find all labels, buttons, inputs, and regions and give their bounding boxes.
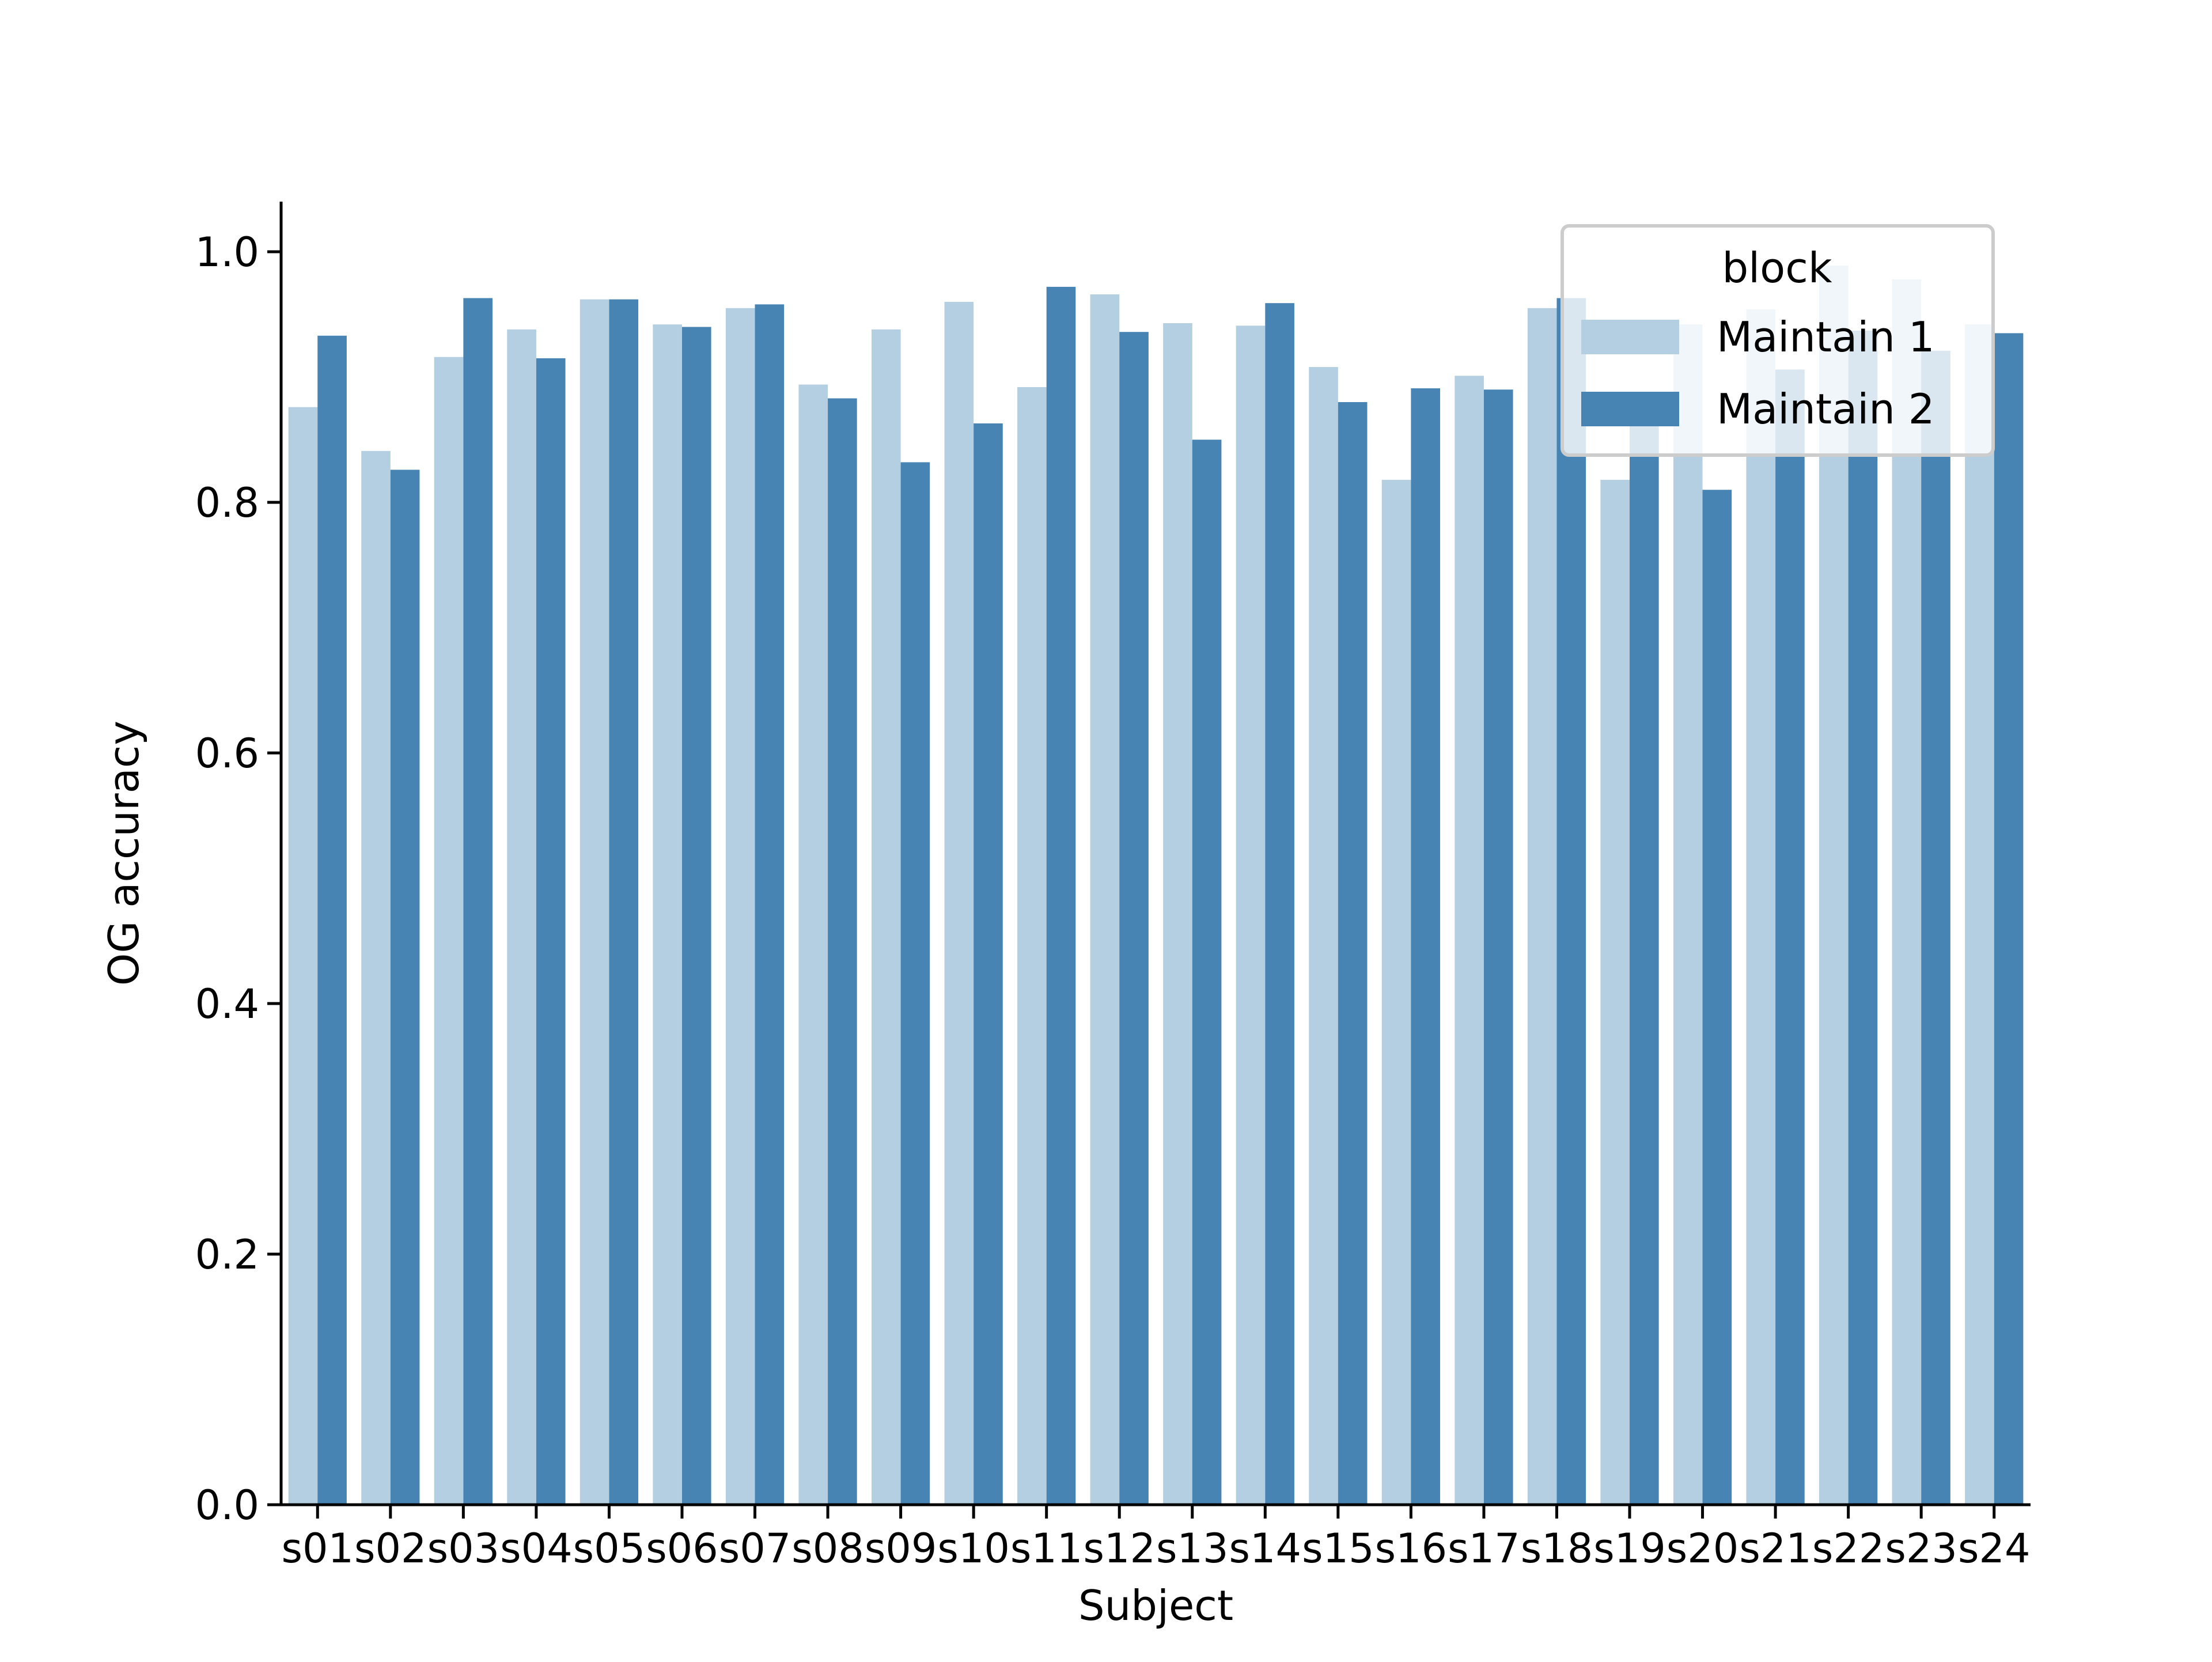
legend-label: Maintain 2 [1717, 385, 1935, 433]
bar-s08-maintain-1 [798, 384, 828, 1505]
bar-s15-maintain-1 [1309, 367, 1338, 1505]
bar-s22-maintain-2 [1848, 331, 1878, 1505]
y-tick-label: 0.4 [195, 980, 259, 1028]
bar-s18-maintain-2 [1556, 298, 1586, 1505]
bar-s23-maintain-1 [1892, 279, 1922, 1505]
x-tick-label: s21 [1739, 1525, 1812, 1572]
bar-s12-maintain-2 [1119, 332, 1149, 1505]
x-tick-label: s05 [573, 1525, 646, 1572]
x-tick-label: s01 [281, 1525, 354, 1572]
y-tick-label: 0.2 [195, 1231, 259, 1278]
y-tick-label: 1.0 [195, 229, 259, 276]
bar-s21-maintain-2 [1775, 369, 1805, 1505]
bar-s14-maintain-1 [1236, 325, 1266, 1505]
x-tick-label: s03 [427, 1525, 500, 1572]
x-tick-label: s02 [354, 1525, 427, 1572]
y-tick-label: 0.8 [195, 479, 259, 527]
x-tick-label: s14 [1229, 1525, 1302, 1572]
bar-s19-maintain-2 [1630, 398, 1659, 1505]
legend: block Maintain 1 Maintain 2 [1560, 224, 1995, 457]
bar-s21-maintain-1 [1746, 309, 1776, 1505]
x-tick-label: s18 [1521, 1525, 1593, 1572]
x-tick-label: s11 [1010, 1525, 1083, 1572]
bars-layer [288, 265, 2024, 1505]
bar-s04-maintain-2 [536, 358, 566, 1505]
y-axis-title: OG accuracy [100, 721, 148, 986]
bar-s02-maintain-2 [390, 470, 420, 1505]
bar-s04-maintain-1 [507, 329, 536, 1505]
bar-s22-maintain-1 [1819, 265, 1849, 1505]
bar-s03-maintain-1 [434, 357, 464, 1505]
x-tick-label: s10 [937, 1525, 1010, 1572]
bar-s20-maintain-1 [1673, 324, 1703, 1505]
bar-s13-maintain-1 [1163, 323, 1192, 1505]
bar-s02-maintain-1 [361, 450, 391, 1505]
legend-label: Maintain 1 [1717, 313, 1935, 361]
bar-s16-maintain-1 [1381, 479, 1411, 1505]
bar-s09-maintain-1 [871, 329, 901, 1505]
bar-s16-maintain-2 [1411, 388, 1441, 1505]
bar-s15-maintain-2 [1338, 402, 1368, 1505]
x-axis-title: Subject [1078, 1581, 1233, 1630]
bar-s05-maintain-2 [609, 299, 639, 1505]
x-tick-label: s16 [1375, 1525, 1448, 1572]
bar-s05-maintain-1 [579, 299, 609, 1505]
x-tick-label: s06 [646, 1525, 718, 1572]
x-tick-label: s15 [1302, 1525, 1374, 1572]
legend-title: block [1722, 244, 1832, 292]
y-tick-label: 0.6 [195, 730, 259, 777]
bar-s11-maintain-1 [1017, 387, 1047, 1505]
bar-s24-maintain-2 [1994, 333, 2024, 1505]
x-tick-label: s24 [1958, 1525, 2031, 1572]
bar-s18-maintain-1 [1527, 308, 1557, 1505]
bar-s07-maintain-2 [755, 304, 785, 1505]
bar-s01-maintain-2 [317, 335, 347, 1505]
bar-s13-maintain-2 [1192, 440, 1222, 1505]
bar-s09-maintain-2 [900, 462, 930, 1505]
x-tick-label: s04 [500, 1525, 573, 1572]
x-tick-label: s19 [1593, 1525, 1666, 1572]
bar-s12-maintain-1 [1090, 294, 1120, 1505]
bar-s14-maintain-2 [1265, 303, 1294, 1505]
y-tick-label: 0.0 [195, 1482, 259, 1529]
bar-s07-maintain-1 [725, 308, 755, 1505]
legend-swatch [1581, 320, 1679, 354]
bar-s23-maintain-2 [1921, 350, 1950, 1505]
legend-items: Maintain 1 Maintain 2 [1581, 313, 1935, 433]
legend-swatch [1581, 392, 1679, 426]
bar-s19-maintain-1 [1600, 479, 1630, 1505]
bar-s17-maintain-1 [1455, 376, 1484, 1505]
bar-s06-maintain-1 [653, 324, 682, 1505]
x-tick-label: s12 [1083, 1525, 1156, 1572]
bar-s17-maintain-2 [1483, 389, 1513, 1505]
x-tick-label: s09 [865, 1525, 937, 1572]
bar-s10-maintain-1 [944, 302, 974, 1505]
x-tick-label: s22 [1812, 1525, 1885, 1572]
bar-s01-maintain-1 [288, 407, 318, 1505]
bar-s24-maintain-1 [1965, 324, 1994, 1505]
bar-s10-maintain-2 [974, 423, 1003, 1505]
x-tick-label: s13 [1156, 1525, 1229, 1572]
bar-s03-maintain-2 [463, 298, 493, 1505]
x-tick-label: s07 [719, 1525, 791, 1572]
bar-s08-maintain-2 [828, 398, 857, 1505]
x-tick-label: s23 [1885, 1525, 1957, 1572]
x-tick-label: s20 [1666, 1525, 1739, 1572]
bar-s11-maintain-2 [1046, 286, 1076, 1505]
bar-s20-maintain-2 [1702, 490, 1732, 1505]
x-tick-label: s08 [791, 1525, 864, 1572]
bar-s06-maintain-2 [681, 327, 711, 1505]
x-tick-label: s17 [1448, 1525, 1520, 1572]
